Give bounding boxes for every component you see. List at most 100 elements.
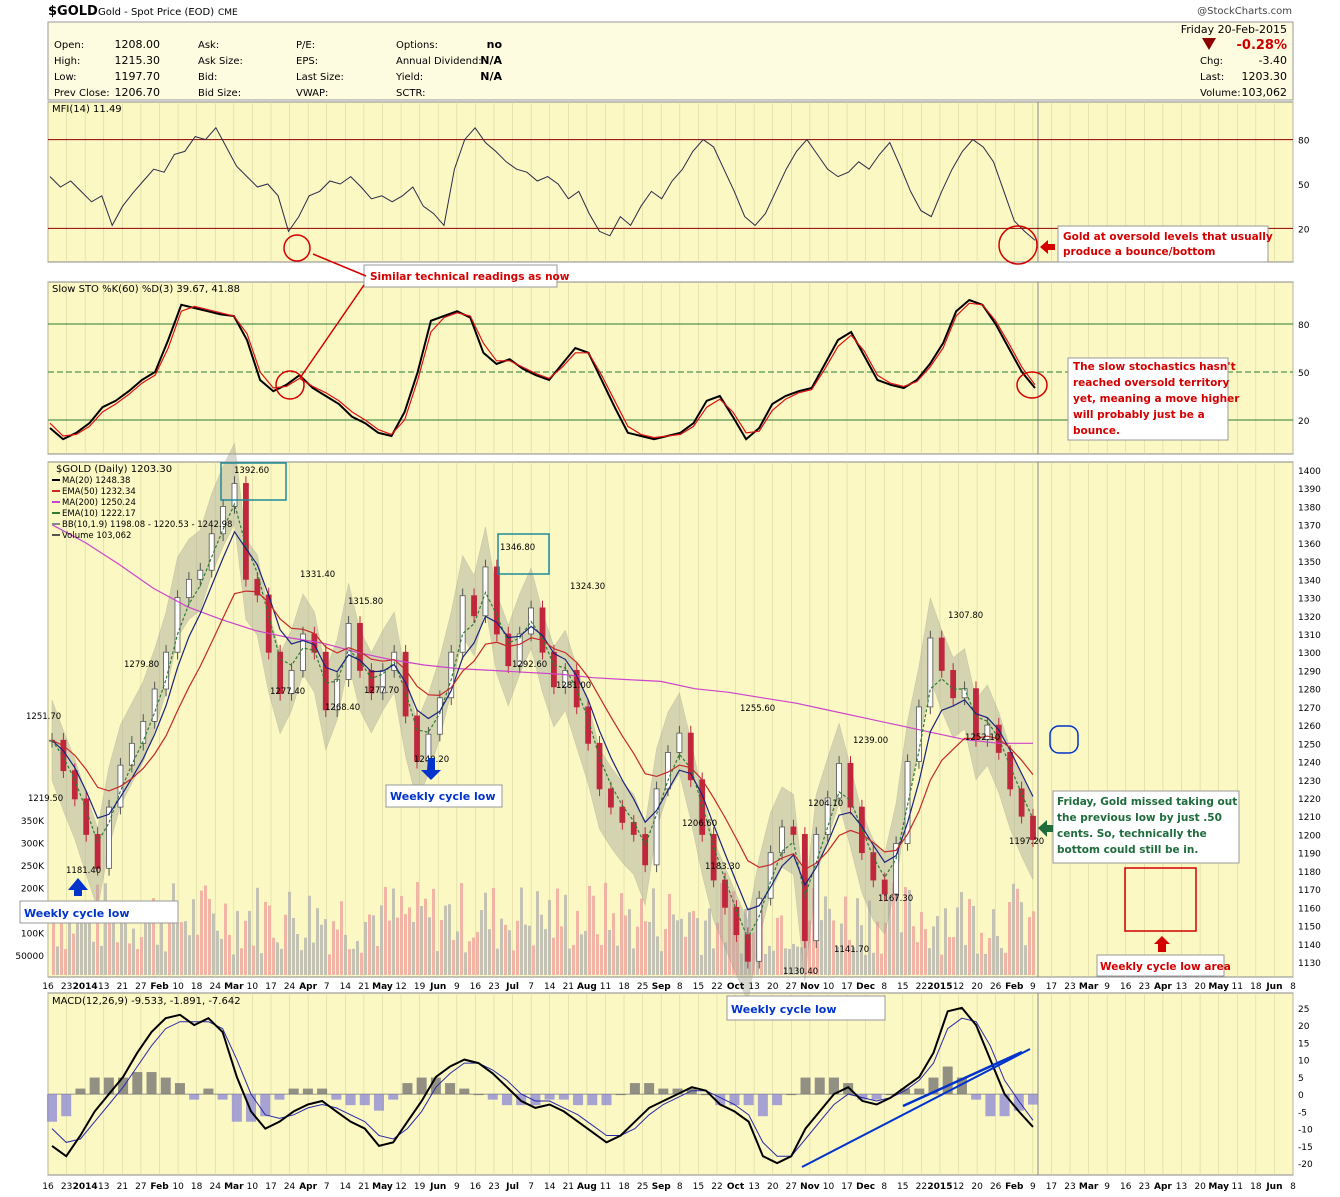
quote-fields: Open: 1208.00 High: 1215.30 Low: 1197.70 Prev … [54, 38, 1287, 99]
volume-bar [920, 912, 923, 975]
cycle-low-area-note: Weekly cycle low area [1100, 961, 1231, 973]
volume-bar [764, 953, 767, 975]
x-axis-label: 13 [98, 982, 109, 992]
volume-bar [988, 937, 991, 975]
volume-bar [204, 885, 207, 975]
sto-circle-apr [275, 370, 305, 400]
candle-body [893, 843, 900, 895]
price-tick: 1380 [1298, 503, 1321, 513]
volume-bar [116, 942, 119, 975]
x-axis-label: 16 [42, 1182, 54, 1192]
candle-body [288, 670, 295, 694]
x-axis-label: 20 [971, 1182, 983, 1192]
weekly-low-label-1: Weekly cycle low [390, 790, 496, 803]
volume-bar [928, 948, 931, 975]
volume-bar [588, 885, 591, 975]
volume-bar [548, 900, 551, 975]
volume-bar [248, 910, 251, 975]
macd-hist-bar [601, 1094, 612, 1106]
x-axis-label: Jul [505, 1182, 519, 1192]
volume-bar [172, 883, 175, 975]
candle-body [619, 806, 626, 823]
similar-note-box [363, 264, 558, 288]
x-axis-label: 12 [395, 982, 406, 992]
macd-tick: -5 [1298, 1108, 1307, 1118]
x-axis-label: 19 [414, 982, 426, 992]
x-axis-label: 23 [61, 982, 72, 992]
volume-bar [292, 917, 295, 975]
macd-hist-bar [402, 1083, 413, 1095]
price-label: 1268.40 [325, 703, 360, 713]
macd-hist-bar [743, 1094, 754, 1106]
candle-body [562, 670, 569, 688]
stochastics-note-line: will probably just be a [1073, 409, 1205, 421]
candle-body [471, 595, 477, 617]
volume-bar [804, 931, 807, 975]
macd-hist-bar [473, 1094, 484, 1096]
x-axis-label: 12 [953, 982, 964, 992]
candle-body [744, 934, 751, 962]
candle-body [927, 637, 934, 708]
volume-bar [712, 948, 715, 975]
volume-bar [176, 922, 179, 975]
x-axis-label: 27 [786, 1182, 797, 1192]
candle-body [801, 834, 808, 942]
volume-bar [496, 948, 499, 975]
price-label: 1279.80 [124, 660, 159, 670]
volume-bar [1024, 945, 1027, 975]
x-axis-label: 18 [1250, 982, 1262, 992]
volume-bar [232, 954, 235, 975]
x-axis-label: 17 [841, 1182, 852, 1192]
price-tick: 1160 [1298, 904, 1321, 914]
macd-hist-bar [786, 1094, 797, 1096]
macd-hist-bar [587, 1094, 598, 1106]
volume-bar [632, 948, 635, 975]
volume-bar [396, 917, 399, 975]
candle-body [174, 597, 181, 653]
volume-bar [884, 922, 887, 975]
price-label: 1206.60 [682, 819, 717, 829]
x-axis-label: Mar [224, 1182, 244, 1192]
macd-hist-bar [544, 1094, 555, 1100]
stochastics-note-line: bounce. [1073, 425, 1120, 437]
ma200-line [51, 524, 1033, 744]
volume-bar [356, 941, 359, 975]
x-axis-label: 2014 [73, 1182, 98, 1192]
macd-hist-bar [359, 1094, 370, 1106]
volume-bar [420, 906, 423, 975]
price-tick: 1190 [1298, 850, 1321, 860]
sto-circle-now [1016, 371, 1048, 399]
x-axis-label: 17 [265, 982, 276, 992]
volume-bar [520, 887, 523, 975]
volume-tick: 50000 [15, 952, 44, 962]
price-label: 1219.50 [28, 794, 63, 804]
macd-tick: -20 [1298, 1160, 1313, 1170]
quote-label: Chg: [1200, 56, 1223, 67]
volume-bar [952, 936, 955, 975]
volume-bar [772, 950, 775, 975]
x-axis-label: 24 [210, 982, 222, 992]
price-label: 1307.80 [948, 611, 983, 621]
macd-hist-bar [658, 1088, 669, 1095]
weekly-low-label-2: Weekly cycle low [24, 907, 130, 920]
macd-hist-bar [558, 1094, 569, 1100]
x-axis-label: Apr [1154, 1182, 1172, 1192]
x-axis-label: Feb [150, 1182, 169, 1192]
candle-body [938, 637, 945, 671]
macd-hist-bar [416, 1077, 427, 1095]
friday-note-box [1052, 790, 1240, 864]
volume-bar [1000, 948, 1003, 975]
quote-label: High: [54, 56, 80, 67]
mfi-title: MFI(14) 11.49 [52, 104, 122, 115]
x-axis-label: 25 [637, 1182, 648, 1192]
volume-bar [916, 942, 919, 975]
price-tick: 1150 [1298, 923, 1321, 933]
volume-bar [728, 891, 731, 975]
change-percent: -0.28% [1237, 38, 1288, 53]
x-axis-label: May [372, 1182, 393, 1192]
cycle-low-area-note-box [1096, 954, 1225, 977]
price-tick: 1140 [1298, 941, 1321, 951]
x-axis-label: 15 [693, 1182, 704, 1192]
volume-bar [1016, 888, 1019, 975]
volume-bar [924, 929, 927, 975]
